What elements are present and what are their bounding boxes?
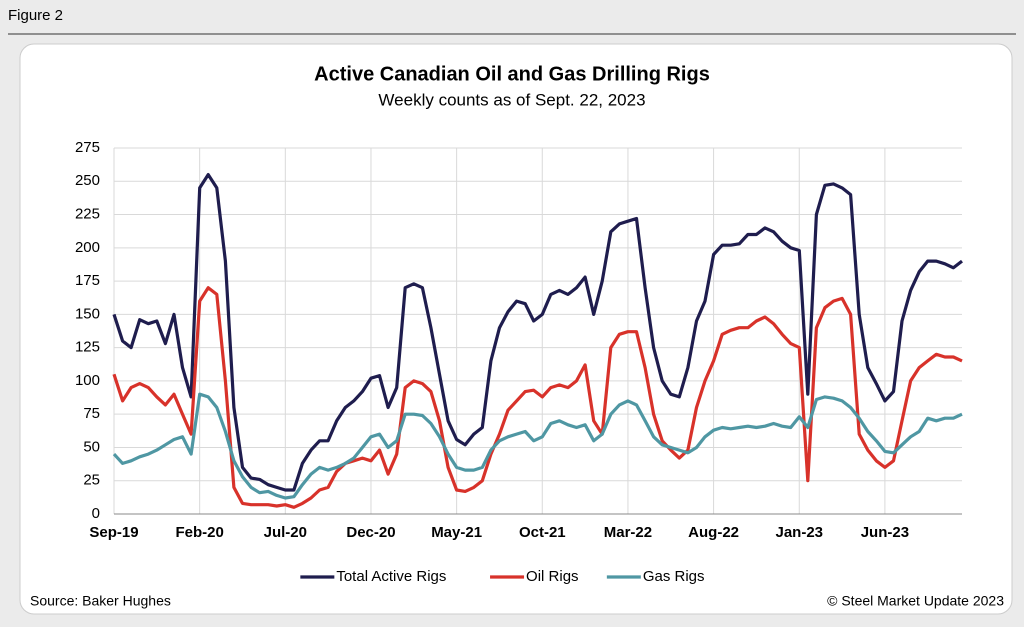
y-tick-label: 25 — [83, 472, 100, 489]
x-tick-label: Jan-23 — [775, 524, 823, 541]
y-tick-label: 250 — [75, 172, 100, 189]
legend: Total Active Rigs Oil Rigs Gas Rigs — [300, 568, 705, 585]
x-tick-label: Dec-20 — [346, 524, 395, 541]
legend-label: Total Active Rigs — [336, 568, 446, 585]
x-tick-label: Aug-22 — [688, 524, 739, 541]
y-tick-label: 125 — [75, 339, 100, 356]
legend-label: Oil Rigs — [526, 568, 579, 585]
x-tick-label: Sep-19 — [89, 524, 138, 541]
figure-label: Figure 2 — [8, 7, 63, 24]
legend-label: Gas Rigs — [643, 568, 705, 585]
y-tick-label: 225 — [75, 206, 100, 223]
y-tick-label: 150 — [75, 305, 100, 322]
x-tick-label: Mar-22 — [604, 524, 652, 541]
x-tick-label: Jun-23 — [861, 524, 909, 541]
source: Source: Baker Hughes — [30, 593, 171, 609]
y-tick-label: 200 — [75, 239, 100, 256]
plot — [112, 173, 963, 509]
series-line — [112, 286, 963, 509]
y-tick-label: 175 — [75, 272, 100, 289]
chart-title: Active Canadian Oil and Gas Drilling Rig… — [314, 63, 710, 85]
x-tick-label: Oct-21 — [519, 524, 566, 541]
y-tick-label: 75 — [83, 405, 100, 422]
y-tick-label: 50 — [83, 438, 100, 455]
y-tick-label: 100 — [75, 372, 100, 389]
x-tick-label: Jul-20 — [264, 524, 307, 541]
x-tick-label: Feb-20 — [175, 524, 223, 541]
series-line — [112, 173, 963, 492]
y-tick-label: 0 — [92, 505, 100, 522]
x-tick-label: May-21 — [431, 524, 482, 541]
chart-subtitle: Weekly counts as of Sept. 22, 2023 — [378, 90, 645, 109]
grid: 0 25 50 75 100 125 150 175 200 225 250 275 Sep-19 Feb… — [75, 139, 962, 541]
y-tick-label: 275 — [75, 139, 100, 156]
credit: © Steel Market Update 2023 — [827, 593, 1004, 609]
series-line — [112, 392, 963, 500]
chart-panel — [19, 43, 1013, 615]
